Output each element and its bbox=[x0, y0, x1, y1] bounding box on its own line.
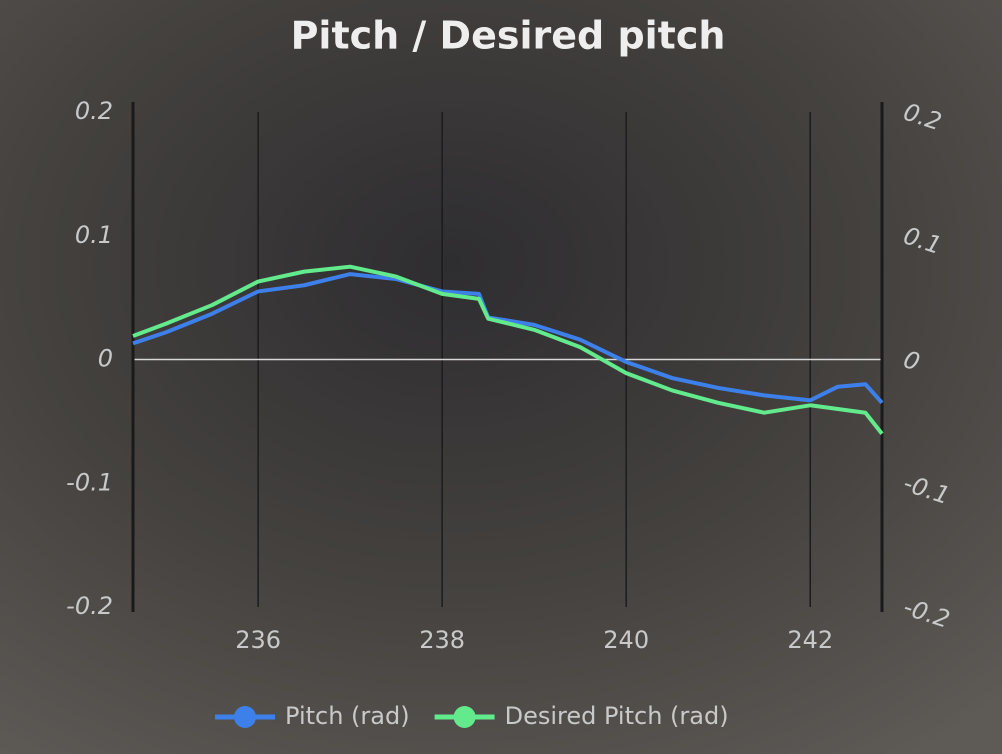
series-line bbox=[132, 264, 884, 435]
series-line bbox=[132, 272, 884, 405]
chart-title: Pitch / Desired pitch bbox=[291, 14, 726, 58]
x-tick-label: 240 bbox=[603, 626, 649, 654]
legend-swatch-dot bbox=[234, 706, 256, 728]
y-tick-label: 0.1 bbox=[75, 221, 113, 249]
y-tick-label: -0.2 bbox=[66, 592, 113, 620]
legend-label: Desired Pitch (rad) bbox=[505, 702, 729, 730]
x-tick-label: 238 bbox=[419, 626, 465, 654]
x-tick-label: 236 bbox=[235, 626, 281, 654]
y-tick-label: 0.2 bbox=[75, 97, 113, 125]
legend-label: Pitch (rad) bbox=[285, 702, 410, 730]
y-tick-label: 0 bbox=[98, 345, 113, 373]
x-tick-label: 242 bbox=[787, 626, 833, 654]
y-tick-label: -0.1 bbox=[66, 468, 113, 496]
legend-swatch-dot bbox=[453, 706, 476, 728]
